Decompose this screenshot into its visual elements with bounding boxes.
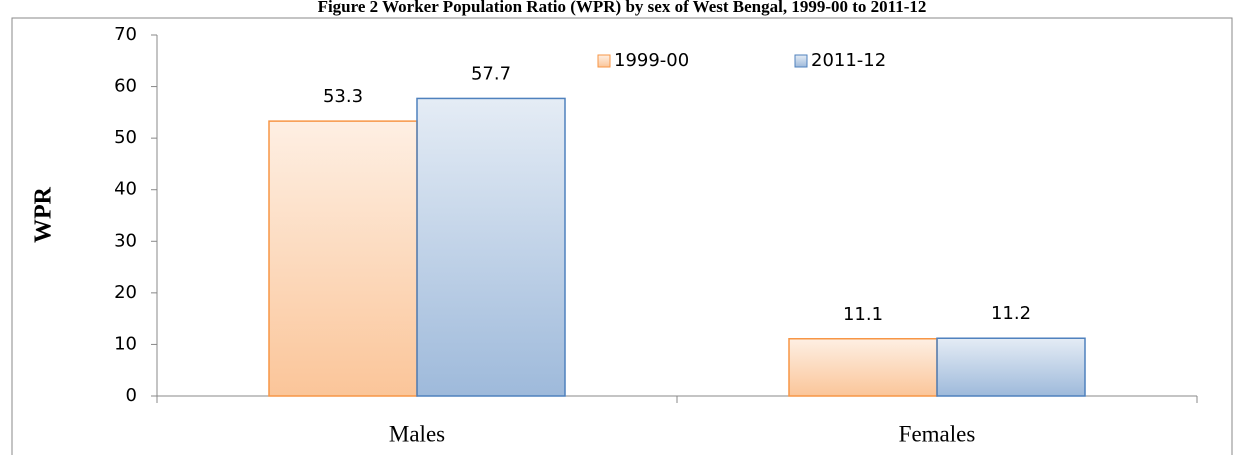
y-tick-label: 30 [114,230,137,251]
chart-title: Figure 2 Worker Population Ratio (WPR) b… [318,0,927,16]
y-tick-label: 70 [114,24,137,45]
y-axis-label: WPR [31,186,57,243]
bar [936,337,1086,397]
y-tick-label: 60 [114,76,137,97]
y-tick-label: 50 [114,127,137,148]
bar [416,97,566,397]
chart-frame [11,17,1233,455]
legend-label: 2011-12 [811,50,886,71]
x-tick-label: Males [389,421,445,446]
y-tick-label: 40 [114,179,137,200]
legend-label: 1999-00 [614,50,689,71]
data-label: 57.7 [471,63,511,84]
legend-swatch [794,54,808,68]
bar [268,120,418,397]
data-label: 11.2 [991,303,1031,324]
x-tick-label: Females [899,421,976,446]
bar [788,338,938,397]
y-tick-label: 0 [126,385,137,406]
y-tick-label: 20 [114,282,137,303]
data-label: 11.1 [843,304,883,325]
legend-swatch [597,54,611,68]
y-tick-label: 10 [114,333,137,354]
data-label: 53.3 [323,86,363,107]
